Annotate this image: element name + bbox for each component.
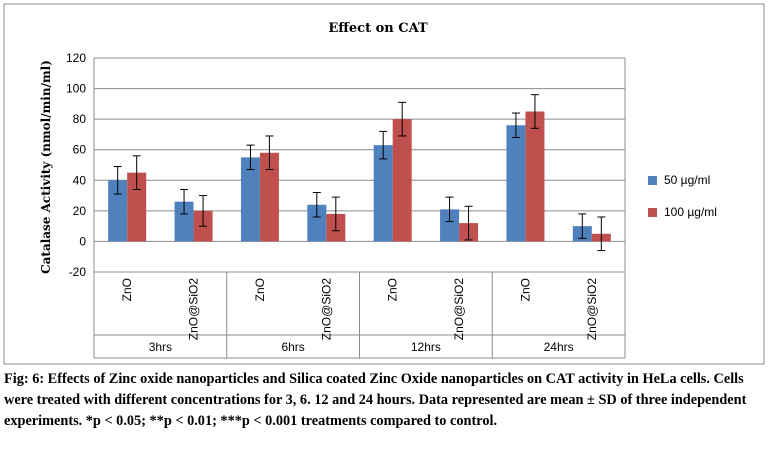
category-label: ZnO@SiO2: [585, 278, 599, 341]
group-label: 24hrs: [544, 340, 574, 354]
bar-50-6: [506, 125, 526, 242]
y-tick-label: 40: [73, 173, 87, 187]
error-bars: [113, 94, 606, 252]
bar-100-0: [127, 172, 147, 242]
chart-title: Effect on CAT: [328, 21, 428, 36]
category-label: ZnO@SiO2: [452, 278, 466, 341]
y-tick-label: 80: [73, 112, 87, 126]
bar-50-3: [307, 204, 327, 242]
figure-caption: Fig: 6: Effects of Zinc oxide nanopartic…: [4, 371, 747, 429]
legend-swatch: [648, 176, 657, 185]
legend-swatch: [648, 208, 657, 217]
bar-100-6: [525, 111, 545, 242]
y-tick-label: 100: [66, 82, 86, 96]
category-label: ZnO: [518, 278, 532, 301]
bar-100-2: [259, 152, 279, 242]
category-label: ZnO: [386, 278, 400, 301]
legend: 50 µg/ml 100 µg/ml: [648, 173, 717, 219]
y-tick-label: 20: [73, 204, 87, 218]
group-label: 6hrs: [281, 340, 304, 354]
y-axis-label: Catalase Activity (nmol/min/ml): [39, 60, 53, 274]
group-label: 3hrs: [149, 340, 172, 354]
bar-50-1: [174, 201, 194, 242]
category-label: ZnO@SiO2: [319, 278, 333, 341]
y-tick-label: 120: [66, 51, 86, 65]
bar-50-0: [108, 180, 128, 242]
bar-50-4: [373, 145, 393, 242]
bar-100-4: [392, 119, 412, 242]
axes: -20 0 20 40 60 80 100 120 ZnO ZnO@SiO2 ZnO ZnO@SiO2…: [66, 51, 626, 359]
category-label: ZnO: [120, 278, 134, 301]
category-label: ZnO@SiO2: [187, 278, 201, 341]
legend-label: 50 µg/ml: [664, 173, 710, 187]
y-tick-label: 60: [73, 143, 87, 157]
group-label: 12hrs: [411, 340, 441, 354]
bar-50-2: [240, 157, 260, 242]
y-tick-label: 0: [79, 234, 86, 248]
y-tick-label: -20: [69, 265, 87, 279]
bar-50-5: [440, 209, 460, 242]
category-label: ZnO: [253, 278, 267, 301]
legend-label: 100 µg/ml: [664, 205, 717, 219]
bars: [108, 111, 611, 242]
